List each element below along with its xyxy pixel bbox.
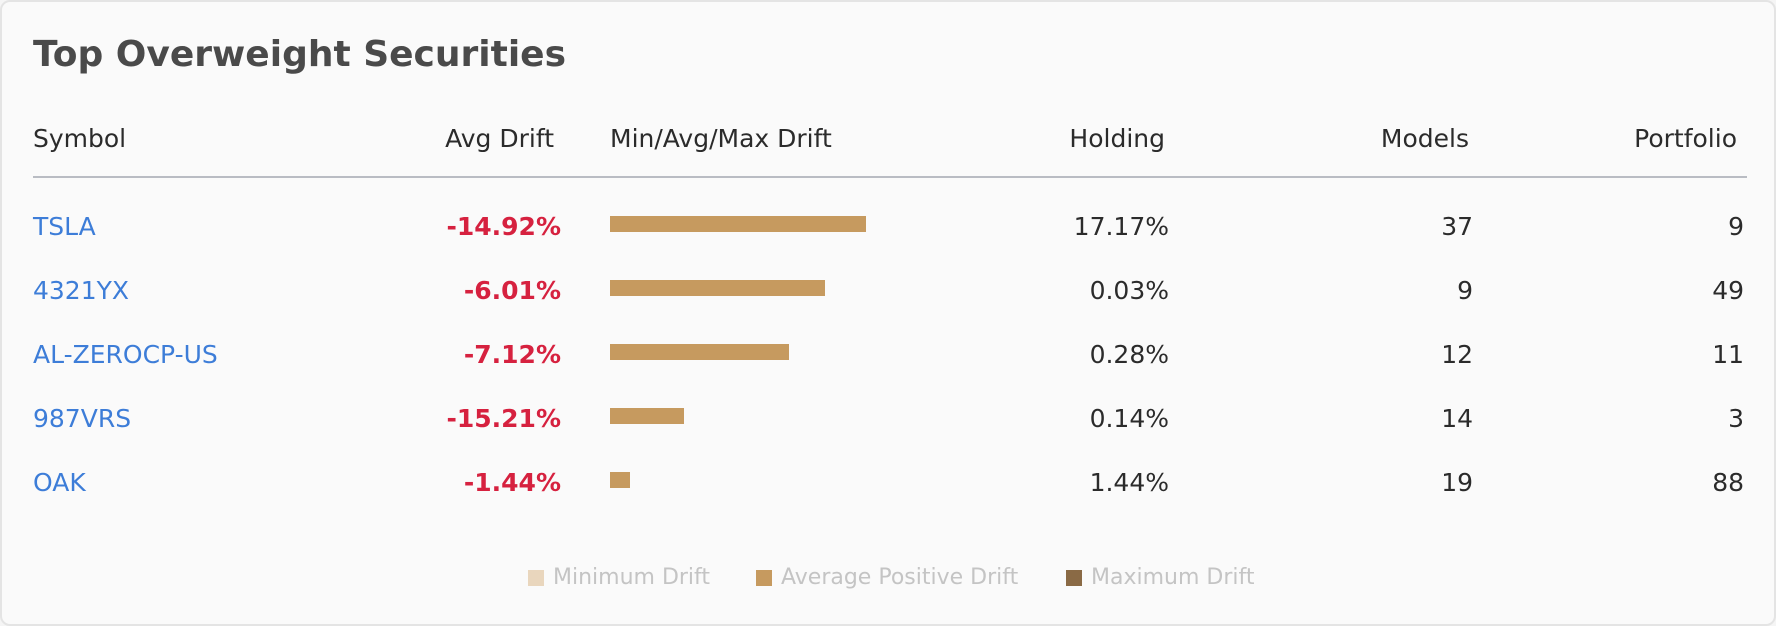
legend-swatch <box>756 569 772 586</box>
legend-label: Minimum Drift <box>553 565 711 590</box>
legend-label: Average Positive Drift <box>781 565 1019 590</box>
avg-drift-value: -14.92% <box>446 212 561 241</box>
holding-value: 0.03% <box>1089 276 1169 305</box>
symbol-link[interactable]: OAK <box>33 468 86 497</box>
drift-range-bar[interactable] <box>610 408 684 424</box>
column-header-holding[interactable]: Holding <box>1069 124 1165 153</box>
column-header-portfolio[interactable]: Portfolio <box>1634 124 1737 153</box>
holding-value: 17.17% <box>1073 212 1169 241</box>
column-header-range: Min/Avg/Max Drift <box>610 124 832 153</box>
models-value: 19 <box>1441 468 1473 497</box>
legend-label: Maximum Drift <box>1091 565 1255 590</box>
portfolio-value: 11 <box>1712 340 1744 369</box>
drift-range-bar[interactable] <box>610 216 866 232</box>
models-value: 12 <box>1441 340 1473 369</box>
header-divider <box>33 176 1747 178</box>
drift-range-bar[interactable] <box>610 344 789 360</box>
column-header-models[interactable]: Models <box>1380 124 1469 153</box>
portfolio-value: 88 <box>1712 468 1744 497</box>
symbol-link[interactable]: 4321YX <box>33 276 130 305</box>
models-value: 9 <box>1457 276 1473 305</box>
legend-item[interactable]: Maximum Drift <box>1066 565 1254 590</box>
avg-drift-value: -6.01% <box>463 276 561 305</box>
portfolio-value: 49 <box>1712 276 1744 305</box>
legend-swatch <box>1066 569 1082 586</box>
symbol-link[interactable]: AL-ZEROCP-US <box>33 340 218 369</box>
legend-item[interactable]: Average Positive Drift <box>756 565 1018 590</box>
models-value: 37 <box>1441 212 1473 241</box>
holding-value: 0.14% <box>1089 404 1169 433</box>
column-header-symbol[interactable]: Symbol <box>33 124 127 153</box>
legend-item[interactable]: Minimum Drift <box>528 565 710 590</box>
card-title: Top Overweight Securities <box>33 34 567 75</box>
symbol-link[interactable]: 987VRS <box>33 404 132 433</box>
drift-range-bar[interactable] <box>610 280 825 296</box>
holding-value: 0.28% <box>1089 340 1169 369</box>
drift-range-bar[interactable] <box>610 472 630 488</box>
holding-value: 1.44% <box>1089 468 1169 497</box>
avg-drift-value: -1.44% <box>463 468 561 497</box>
models-value: 14 <box>1441 404 1473 433</box>
avg-drift-value: -7.12% <box>463 340 561 369</box>
column-header-avg-drift[interactable]: Avg Drift <box>445 124 554 153</box>
legend-swatch <box>528 569 544 586</box>
avg-drift-value: -15.21% <box>446 404 561 433</box>
symbol-link[interactable]: TSLA <box>33 212 96 241</box>
portfolio-value: 9 <box>1728 212 1744 241</box>
portfolio-value: 3 <box>1728 404 1744 433</box>
